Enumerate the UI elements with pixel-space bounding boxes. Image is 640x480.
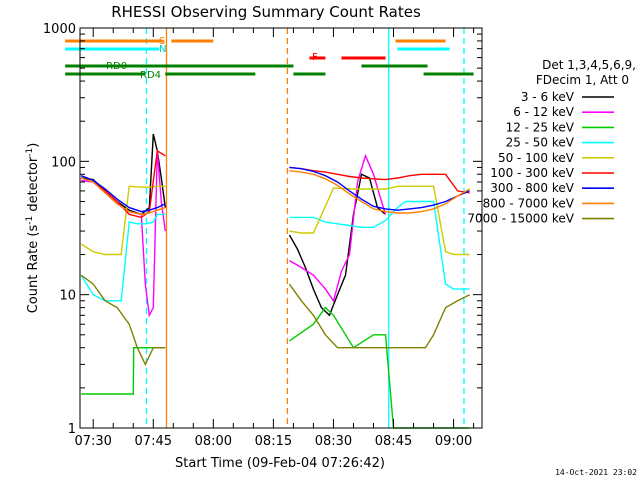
footer-timestamp: 14-Oct-2021 23:02 [555,468,637,477]
y-tick-label: 1000 [43,22,76,37]
data-series [80,133,470,429]
flag-label-rd4: RD4 [140,70,161,81]
legend-label-0: 3 - 6 keV [521,90,575,104]
y-axis-label-sup1: -1 [25,216,35,225]
y-axis-label-main: Count Rate (s [26,225,41,314]
vertical-markers [145,28,465,428]
flag-label-rd0: RD0 [106,61,127,72]
plot-frame [79,27,483,429]
x-tick-label: 07:30 [74,434,111,449]
x-tick-label: 08:45 [375,434,412,449]
chart-title: RHESSI Observing Summary Count Rates [111,3,421,21]
x-tick-label: 08:15 [255,434,292,449]
y-axis-label-mid: detector [26,156,41,216]
legend-label-3: 25 - 50 keV [506,136,575,150]
legend: Det 1,3,4,5,6,9, FDecim 1, Att 0 3 - 6 k… [467,58,636,226]
y-tick-label: 10 [59,289,76,304]
flag-label-s: S [159,36,165,47]
legend-label-1: 6 - 12 keV [513,105,575,119]
status-flags: SN F RD0 RD4 [65,36,474,81]
legend-label-2: 12 - 25 keV [506,120,575,134]
legend-header-2: FDecim 1, Att 0 [536,73,629,87]
x-tick-label: 08:30 [315,434,352,449]
legend-label-6: 300 - 800 keV [490,181,574,195]
series-line-2 [81,306,470,429]
flag-label-f: F [312,52,318,63]
series-line-4 [80,185,470,256]
legend-label-5: 100 - 300 keV [490,166,574,180]
x-tick-label: 08:00 [195,434,232,449]
series-line-6 [80,166,470,213]
legend-label-4: 50 - 100 keV [498,151,575,165]
y-axis-label: Count Rate (s-1 detector-1) [25,143,41,314]
x-tick-label: 07:45 [135,434,172,449]
x-tick-label: 09:00 [435,434,472,449]
x-axis-label: Start Time (09-Feb-04 07:26:42) [175,456,385,471]
legend-label-8: 7000 - 15000 keV [467,212,574,226]
y-axis-label-end: ) [26,143,41,148]
series-line-8 [80,274,470,367]
y-axis-label-sup2: -1 [25,148,35,157]
y-tick-label: 1 [68,422,76,437]
flag-label-n: N [159,44,166,55]
series-line-5 [80,149,470,219]
legend-label-7: 800 - 7000 keV [483,196,575,210]
axes: 1 10 100 1000 07:30 07:45 08:00 08:15 08:30 08:45… [43,22,483,449]
series-line-3 [80,200,470,302]
y-tick-label: 100 [51,155,76,170]
legend-header-1: Det 1,3,4,5,6,9, [542,58,636,72]
series-line-7 [80,170,470,216]
